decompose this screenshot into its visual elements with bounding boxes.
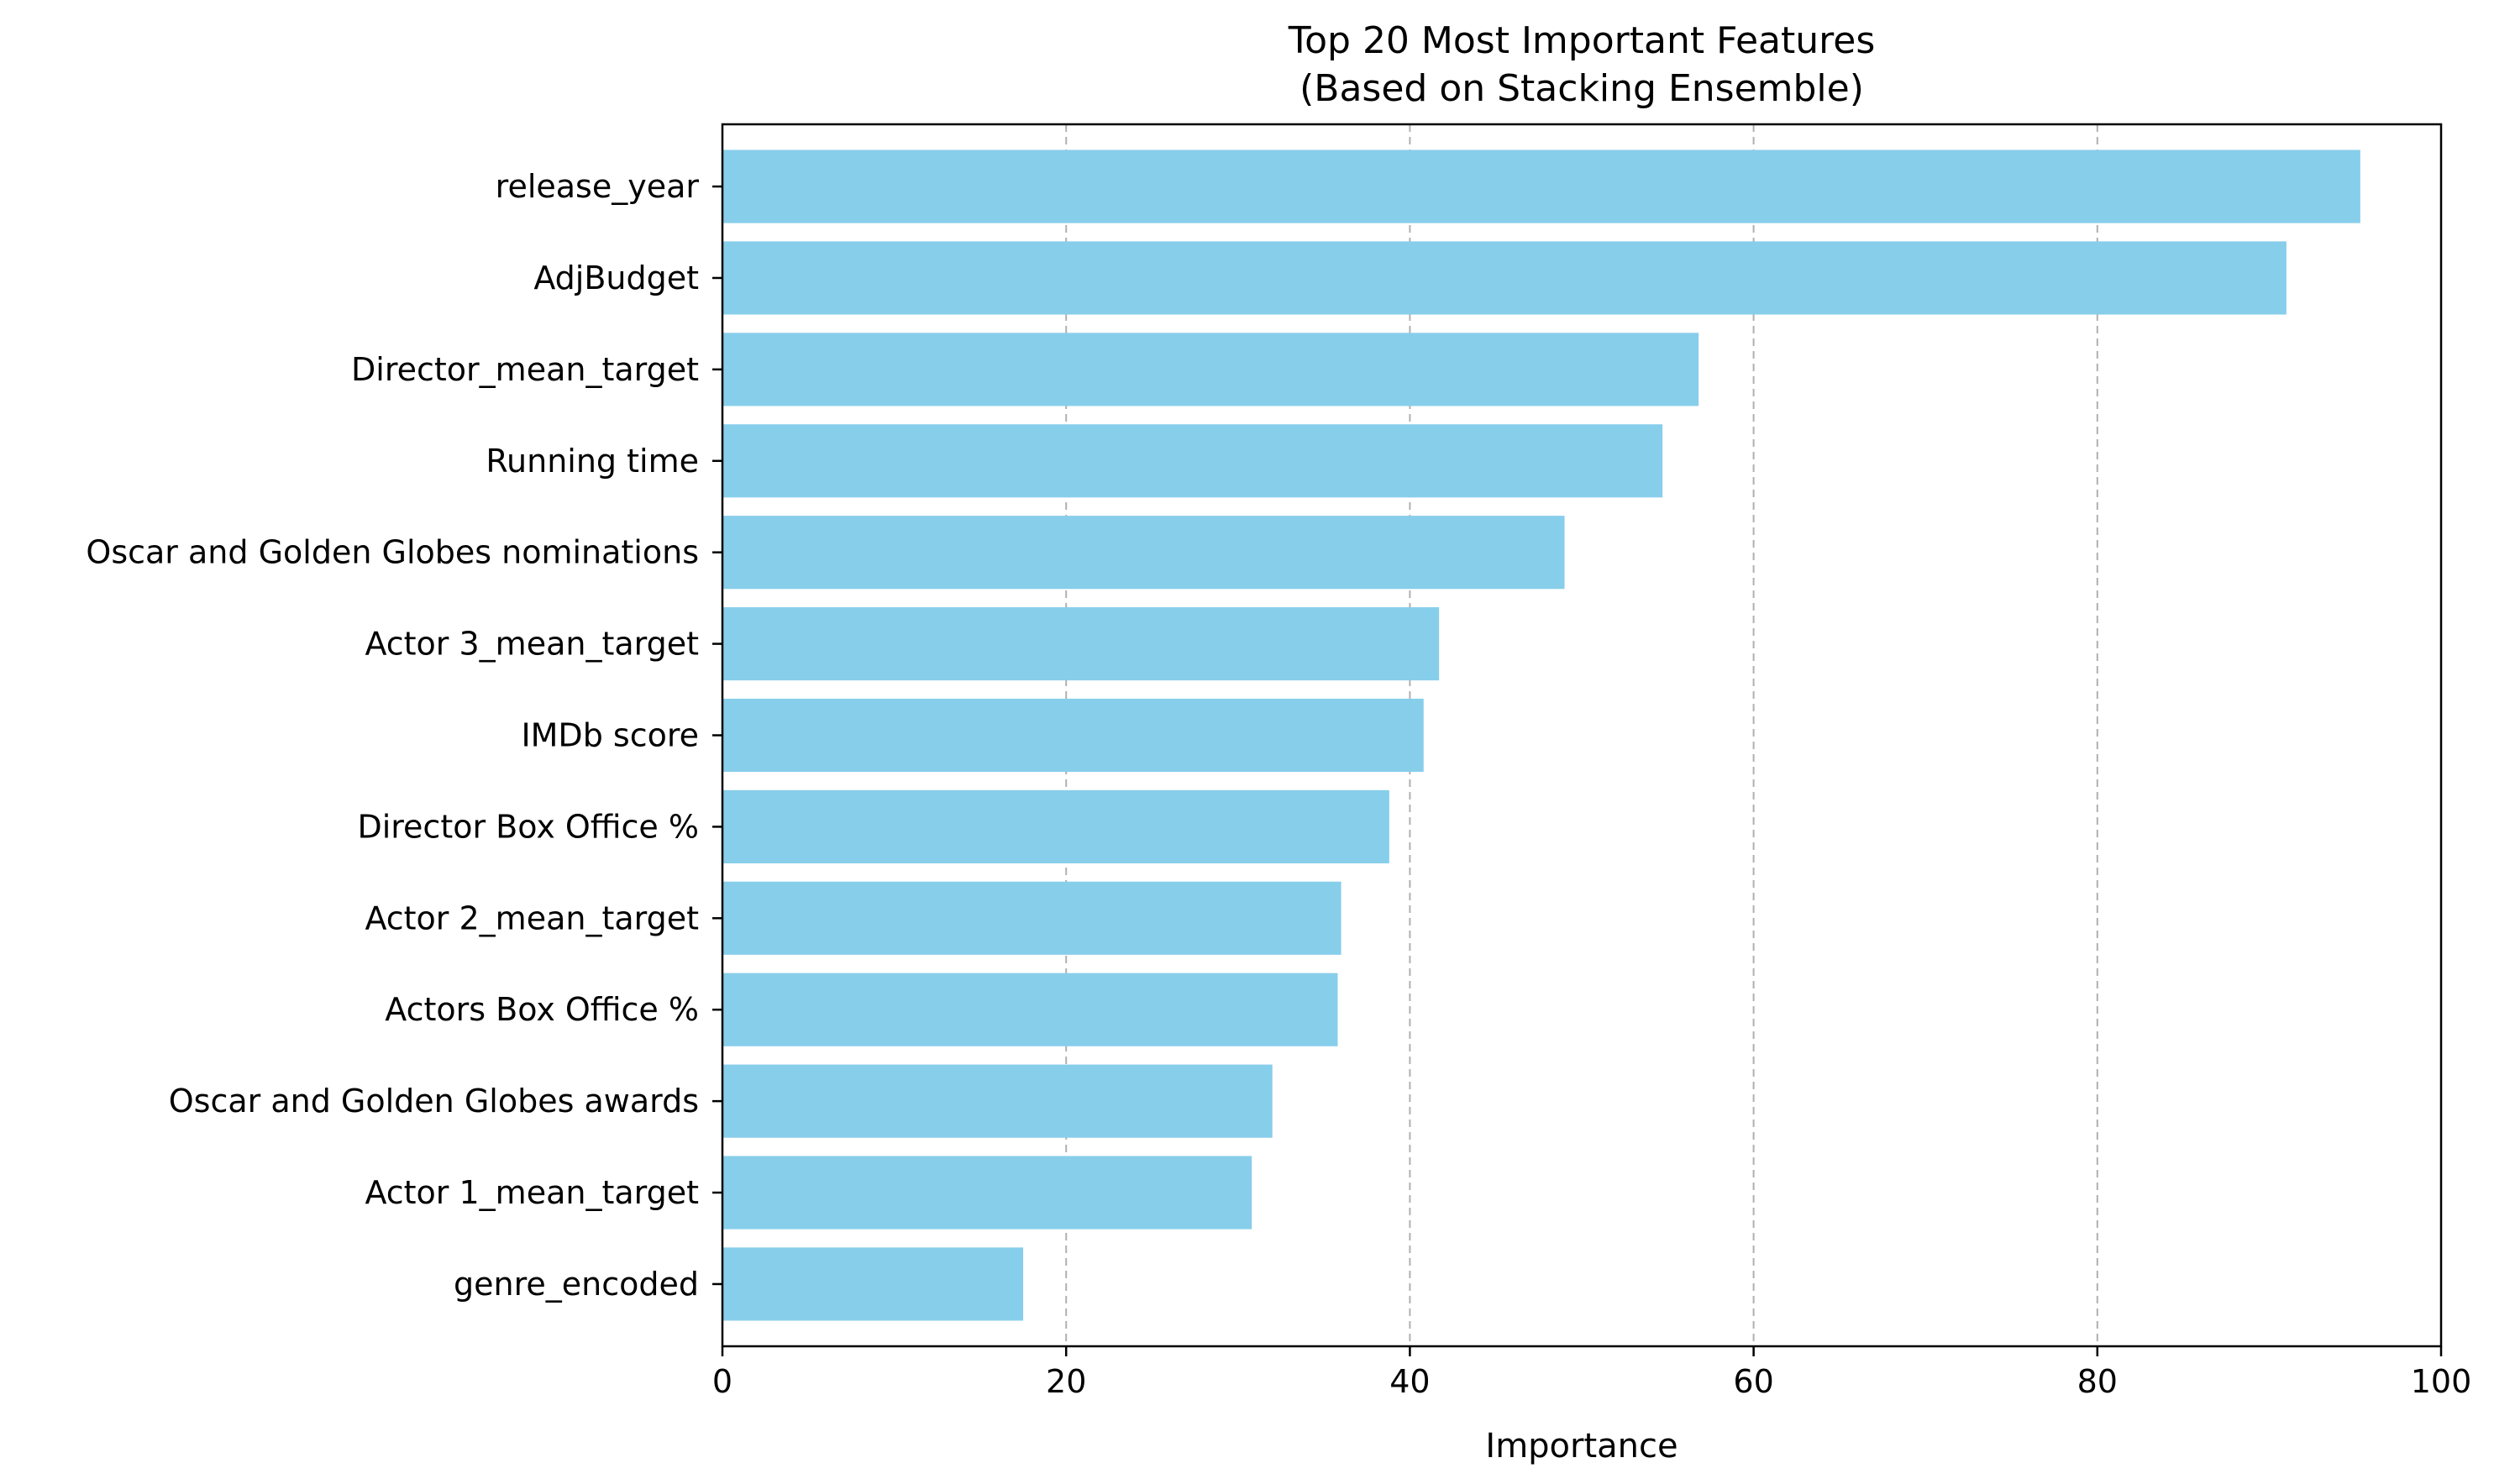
y-tick-label-12: genre_encoded: [454, 1266, 699, 1303]
bar-8: [722, 881, 1342, 955]
y-tick-label-8: Actor 2_mean_target: [365, 899, 699, 936]
y-axis-ticks: release_year AdjBudget Director_mean_targe…: [86, 168, 722, 1303]
bar-10: [722, 1064, 1273, 1138]
bar-1: [722, 241, 2287, 315]
y-tick-label-4: Oscar and Golden Globes nominations: [86, 534, 699, 571]
x-tick-label-1: 20: [1046, 1363, 1086, 1400]
y-tick-label-6: IMDb score: [521, 717, 699, 754]
y-tick-label-0: release_year: [496, 168, 700, 205]
x-tick-label-5: 100: [2411, 1363, 2472, 1400]
bar-12: [722, 1247, 1024, 1321]
chart-subtitle: (Based on Stacking Ensemble): [1300, 67, 1864, 110]
y-tick-label-7: Director Box Office %: [357, 808, 699, 845]
y-tick-label-1: AdjBudget: [533, 260, 699, 296]
y-tick-label-10: Oscar and Golden Globes awards: [169, 1083, 699, 1120]
bar-5: [722, 607, 1440, 681]
bar-3: [722, 424, 1663, 498]
bar-0: [722, 149, 2360, 223]
y-tick-label-9: Actors Box Office %: [385, 991, 699, 1028]
bar-2: [722, 333, 1699, 406]
bar-11: [722, 1156, 1252, 1230]
bar-9: [722, 973, 1338, 1046]
y-tick-label-3: Running time: [486, 443, 699, 480]
y-tick-label-5: Actor 3_mean_target: [365, 626, 699, 663]
bars: [722, 149, 2360, 1321]
x-tick-label-3: 60: [1733, 1363, 1773, 1400]
chart-title: Top 20 Most Important Features: [1288, 19, 1876, 62]
bar-4: [722, 516, 1565, 590]
x-tick-label-0: 0: [712, 1363, 732, 1400]
bar-7: [722, 789, 1389, 863]
y-tick-label-11: Actor 1_mean_target: [365, 1174, 699, 1211]
bar-6: [722, 698, 1424, 773]
x-tick-label-2: 40: [1389, 1363, 1430, 1400]
x-axis-label: Importance: [1485, 1427, 1678, 1466]
y-tick-label-2: Director_mean_target: [351, 351, 699, 388]
x-axis-ticks: 0 20 40 60 80 100: [712, 1346, 2471, 1400]
x-tick-label-4: 80: [2077, 1363, 2118, 1400]
